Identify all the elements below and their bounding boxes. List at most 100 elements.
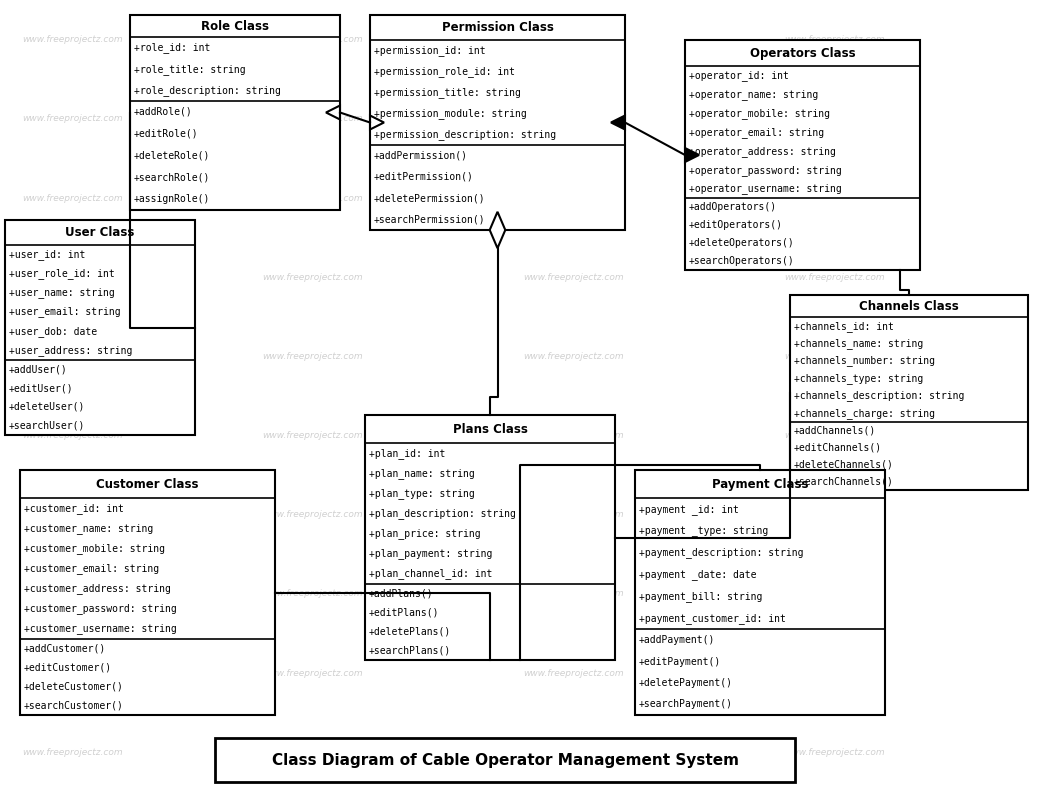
Text: www.freeprojectz.com: www.freeprojectz.com xyxy=(784,668,884,678)
Text: +customer_id: int: +customer_id: int xyxy=(24,503,124,514)
Bar xyxy=(635,470,886,715)
Text: www.freeprojectz.com: www.freeprojectz.com xyxy=(23,272,123,282)
Text: +user_email: string: +user_email: string xyxy=(9,307,121,318)
Text: +plan_payment: string: +plan_payment: string xyxy=(369,548,492,559)
Text: +searchRole(): +searchRole() xyxy=(134,173,211,182)
Text: +customer_mobile: string: +customer_mobile: string xyxy=(24,543,165,554)
Polygon shape xyxy=(490,211,505,248)
Text: +editOperators(): +editOperators() xyxy=(689,220,783,230)
Text: www.freeprojectz.com: www.freeprojectz.com xyxy=(784,352,884,361)
Text: +permission_module: string: +permission_module: string xyxy=(374,108,527,119)
Text: +user_role_id: int: +user_role_id: int xyxy=(9,268,115,279)
Bar xyxy=(5,220,195,435)
Text: +editPlans(): +editPlans() xyxy=(369,607,439,617)
Text: +payment _date: date: +payment _date: date xyxy=(639,569,756,581)
Text: www.freeprojectz.com: www.freeprojectz.com xyxy=(263,748,363,757)
Text: www.freeprojectz.com: www.freeprojectz.com xyxy=(263,352,363,361)
Text: +customer_name: string: +customer_name: string xyxy=(24,523,153,534)
Text: +customer_username: string: +customer_username: string xyxy=(24,623,176,634)
Text: +operator_name: string: +operator_name: string xyxy=(689,89,819,100)
Text: +deleteUser(): +deleteUser() xyxy=(9,402,86,412)
Text: +user_id: int: +user_id: int xyxy=(9,249,86,260)
Text: www.freeprojectz.com: www.freeprojectz.com xyxy=(23,510,123,520)
Text: +payment _type: string: +payment _type: string xyxy=(639,526,769,536)
Text: +role_title: string: +role_title: string xyxy=(134,64,245,74)
Text: www.freeprojectz.com: www.freeprojectz.com xyxy=(23,193,123,203)
Text: +operator_email: string: +operator_email: string xyxy=(689,127,824,138)
Text: +role_description: string: +role_description: string xyxy=(134,85,281,96)
Text: www.freeprojectz.com: www.freeprojectz.com xyxy=(23,431,123,440)
Text: +deleteCustomer(): +deleteCustomer() xyxy=(24,681,124,691)
Text: +addPayment(): +addPayment() xyxy=(639,635,715,645)
Text: +plan_description: string: +plan_description: string xyxy=(369,508,516,519)
Text: +editChannels(): +editChannels() xyxy=(794,443,882,452)
Text: www.freeprojectz.com: www.freeprojectz.com xyxy=(524,510,624,520)
Text: Operators Class: Operators Class xyxy=(750,47,855,59)
Text: +plan_id: int: +plan_id: int xyxy=(369,447,445,459)
Text: +searchUser(): +searchUser() xyxy=(9,421,86,431)
Text: +operator_username: string: +operator_username: string xyxy=(689,184,842,195)
Text: www.freeprojectz.com: www.freeprojectz.com xyxy=(524,589,624,599)
Text: +user_name: string: +user_name: string xyxy=(9,287,115,298)
Text: +channels_number: string: +channels_number: string xyxy=(794,356,935,367)
Text: +searchPermission(): +searchPermission() xyxy=(374,215,486,224)
Text: www.freeprojectz.com: www.freeprojectz.com xyxy=(524,431,624,440)
Text: www.freeprojectz.com: www.freeprojectz.com xyxy=(263,272,363,282)
Text: www.freeprojectz.com: www.freeprojectz.com xyxy=(524,114,624,124)
Text: +editRole(): +editRole() xyxy=(134,129,198,139)
Text: www.freeprojectz.com: www.freeprojectz.com xyxy=(784,589,884,599)
Text: Channels Class: Channels Class xyxy=(859,299,959,313)
Polygon shape xyxy=(611,116,625,130)
Text: +editPayment(): +editPayment() xyxy=(639,657,722,667)
Text: www.freeprojectz.com: www.freeprojectz.com xyxy=(23,35,123,44)
Text: www.freeprojectz.com: www.freeprojectz.com xyxy=(23,668,123,678)
Text: +permission_role_id: int: +permission_role_id: int xyxy=(374,66,515,77)
Text: +plan_channel_id: int: +plan_channel_id: int xyxy=(369,568,492,579)
Text: User Class: User Class xyxy=(66,226,135,239)
Text: www.freeprojectz.com: www.freeprojectz.com xyxy=(784,193,884,203)
Text: +searchOperators(): +searchOperators() xyxy=(689,256,795,266)
Text: Plans Class: Plans Class xyxy=(453,423,528,436)
Text: +addPlans(): +addPlans() xyxy=(369,588,434,598)
Text: +channels_description: string: +channels_description: string xyxy=(794,390,965,402)
Text: www.freeprojectz.com: www.freeprojectz.com xyxy=(784,272,884,282)
Text: www.freeprojectz.com: www.freeprojectz.com xyxy=(23,114,123,124)
Text: +editUser(): +editUser() xyxy=(9,383,74,393)
Text: www.freeprojectz.com: www.freeprojectz.com xyxy=(784,510,884,520)
Text: www.freeprojectz.com: www.freeprojectz.com xyxy=(524,668,624,678)
Text: www.freeprojectz.com: www.freeprojectz.com xyxy=(524,193,624,203)
Text: Permission Class: Permission Class xyxy=(441,21,554,34)
Text: www.freeprojectz.com: www.freeprojectz.com xyxy=(23,589,123,599)
Text: +user_dob: date: +user_dob: date xyxy=(9,326,97,337)
Text: +deletePayment(): +deletePayment() xyxy=(639,678,733,688)
Text: +addOperators(): +addOperators() xyxy=(689,203,777,212)
Text: www.freeprojectz.com: www.freeprojectz.com xyxy=(263,668,363,678)
Text: +addCustomer(): +addCustomer() xyxy=(24,643,106,653)
Text: www.freeprojectz.com: www.freeprojectz.com xyxy=(784,748,884,757)
Text: +operator_password: string: +operator_password: string xyxy=(689,165,842,176)
Text: +deletePermission(): +deletePermission() xyxy=(374,193,486,204)
Text: +channels_charge: string: +channels_charge: string xyxy=(794,408,935,419)
Text: +operator_id: int: +operator_id: int xyxy=(689,70,789,82)
Text: +searchCustomer(): +searchCustomer() xyxy=(24,700,124,710)
Bar xyxy=(130,15,340,210)
Text: Payment Class: Payment Class xyxy=(711,478,808,490)
Text: +permission_id: int: +permission_id: int xyxy=(374,45,486,55)
Text: +role_id: int: +role_id: int xyxy=(134,43,211,54)
Bar xyxy=(790,295,1028,490)
Text: www.freeprojectz.com: www.freeprojectz.com xyxy=(263,589,363,599)
Bar xyxy=(370,15,625,230)
Text: +user_address: string: +user_address: string xyxy=(9,345,132,356)
Text: www.freeprojectz.com: www.freeprojectz.com xyxy=(263,510,363,520)
Text: Class Diagram of Cable Operator Management System: Class Diagram of Cable Operator Manageme… xyxy=(271,752,738,767)
Text: +payment_bill: string: +payment_bill: string xyxy=(639,591,762,602)
Text: www.freeprojectz.com: www.freeprojectz.com xyxy=(524,352,624,361)
Text: www.freeprojectz.com: www.freeprojectz.com xyxy=(263,193,363,203)
Text: +permission_title: string: +permission_title: string xyxy=(374,87,520,98)
Text: www.freeprojectz.com: www.freeprojectz.com xyxy=(784,35,884,44)
Text: www.freeprojectz.com: www.freeprojectz.com xyxy=(524,748,624,757)
Text: www.freeprojectz.com: www.freeprojectz.com xyxy=(784,431,884,440)
Text: +plan_name: string: +plan_name: string xyxy=(369,468,475,478)
Text: +payment_description: string: +payment_description: string xyxy=(639,547,803,558)
Text: +editCustomer(): +editCustomer() xyxy=(24,662,113,672)
